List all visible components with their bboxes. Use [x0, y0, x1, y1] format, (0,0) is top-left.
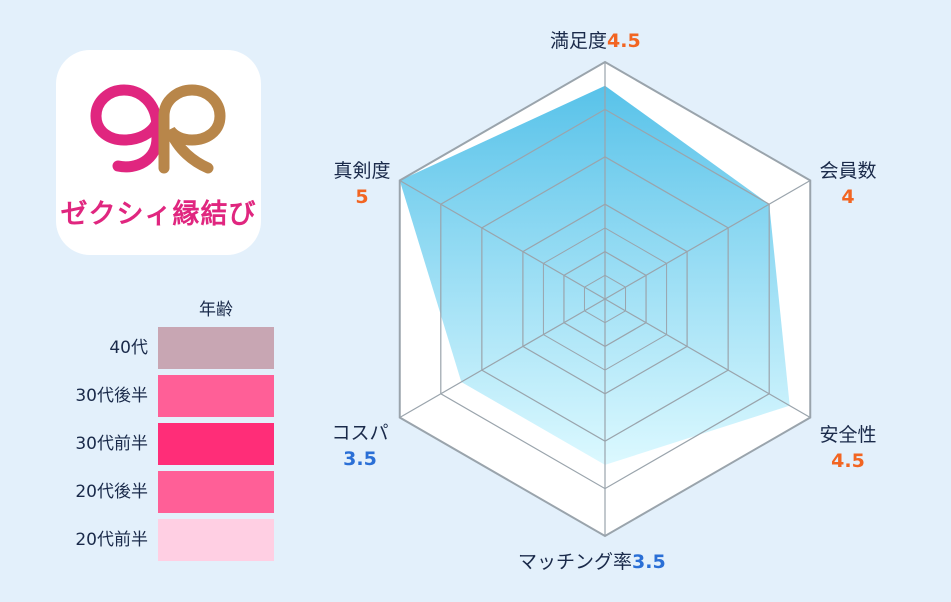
axis-value-label: 4.5 [831, 450, 865, 472]
age-legend-label: 20代後半 [75, 482, 148, 502]
age-legend-label: 30代前半 [75, 434, 148, 454]
age-legend-label: 30代後半 [75, 386, 148, 406]
axis-label: 会員数 4 [798, 158, 898, 210]
age-legend-row: 20代前半 [0, 519, 280, 561]
radar-data-area [399, 85, 790, 465]
axis-value-label: 3.5 [632, 551, 666, 573]
radar-axis-line [399, 298, 606, 419]
axis-value-label: 5 [355, 186, 369, 208]
axis-label-name: コスパ [331, 422, 389, 444]
app-name: ゼクシィ縁結び [60, 199, 257, 230]
logo-pink-stroke [90, 84, 163, 173]
radar-axis-line [604, 179, 811, 300]
age-legend-label: 20代前半 [75, 530, 148, 550]
axis-label-name: 会員数 [819, 160, 877, 182]
axis-label-name: 安全性 [819, 424, 877, 446]
age-legend-swatch [158, 327, 274, 369]
radar-grid [398, 60, 812, 538]
axis-label: マッチング率3.5 [518, 549, 666, 575]
axis-value-label: 4 [841, 186, 855, 208]
age-legend-row: 40代 [0, 327, 280, 369]
app-icon: ゼクシィ縁結び [56, 50, 261, 255]
age-legend-row: 30代前半 [0, 423, 280, 465]
age-legend-swatch [158, 519, 274, 561]
age-legend-title: 年齢 [199, 300, 233, 320]
age-legend-swatch [158, 375, 274, 417]
axis-label: 満足度4.5 [550, 28, 641, 54]
age-legend-swatch [158, 423, 274, 465]
axis-label: コスパ 3.5 [310, 420, 410, 472]
axis-label: 安全性 4.5 [798, 422, 898, 474]
axis-label-name: 真剣度 [333, 160, 391, 182]
axis-value-label: 3.5 [343, 448, 377, 470]
axis-label-name: マッチング率 [518, 551, 633, 573]
radar-axis-line [399, 179, 606, 300]
axis-label: 真剣度 5 [312, 158, 412, 210]
age-legend-row: 30代後半 [0, 375, 280, 417]
age-legend-swatch [158, 471, 274, 513]
axis-value-label: 4.5 [607, 30, 641, 52]
radar-axis-line [604, 298, 811, 419]
logo-gold-stroke [158, 84, 226, 174]
app-logo-icon [90, 84, 226, 174]
age-legend-row: 20代後半 [0, 471, 280, 513]
age-legend-label: 40代 [109, 338, 148, 358]
axis-label-name: 満足度 [550, 30, 608, 52]
